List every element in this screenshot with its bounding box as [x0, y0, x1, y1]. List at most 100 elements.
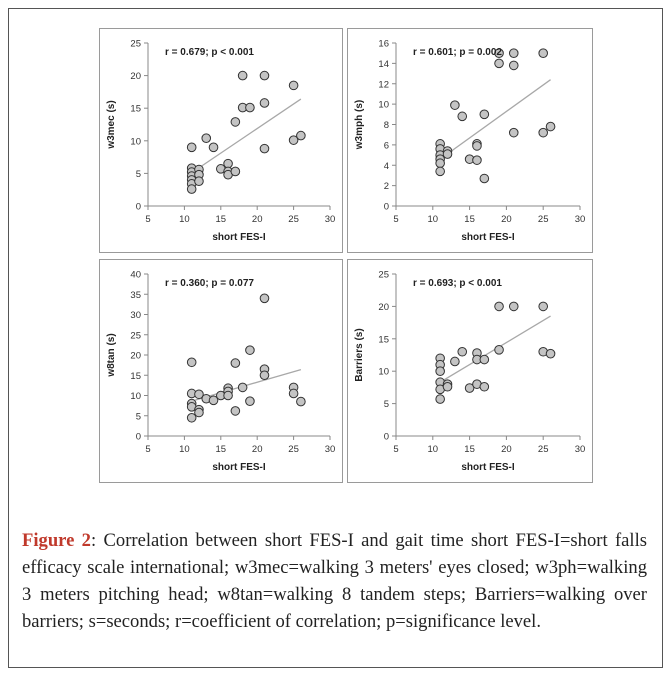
data-point [223, 158, 233, 169]
data-point [186, 412, 197, 423]
x-tick-label: 10 [428, 214, 439, 225]
chart-panel-w3mph: 0 2 4 6 8 10 12 14 16 5 10 15 20 25 30 r = 0.601; p = 0… [347, 28, 593, 253]
data-point [545, 121, 556, 132]
data-point [194, 389, 204, 400]
data-point [288, 388, 299, 399]
data-point [538, 127, 548, 138]
data-point [296, 396, 306, 407]
figure-caption-text: : Correlation between short FES-I and ga… [22, 530, 647, 632]
chart-panel-barriers: 0 5 10 15 20 25 5 10 15 20 25 30 r = 0.693; p < 0.00… [347, 259, 593, 483]
data-point [230, 166, 241, 177]
x-tick-label: 5 [145, 444, 150, 455]
y-tick-label: 15 [378, 334, 389, 345]
x-tick-label: 15 [464, 214, 475, 225]
figure-caption: Figure 2: Correlation between short FES-… [22, 527, 647, 635]
y-tick-label: 20 [378, 302, 389, 313]
y-tick-label: 35 [130, 290, 141, 301]
data-point [201, 133, 212, 143]
data-point [479, 173, 490, 184]
x-axis-label: short FES-I [212, 232, 266, 243]
y-tick-label: 5 [136, 169, 141, 180]
data-point [237, 382, 248, 393]
data-point [538, 48, 548, 58]
data-point [435, 366, 445, 376]
y-tick-label: 5 [384, 399, 389, 410]
y-tick-label: 14 [378, 59, 389, 70]
x-tick-label: 10 [428, 444, 439, 455]
y-tick-label: 10 [130, 391, 141, 402]
y-axis-label: w3mec (s) [106, 100, 117, 149]
data-point [194, 176, 204, 187]
y-tick-label: 30 [130, 310, 141, 321]
y-tick-label: 12 [378, 79, 389, 90]
data-point [494, 301, 504, 312]
y-tick-label: 10 [378, 367, 389, 378]
data-point [464, 383, 475, 393]
data-point [442, 381, 453, 392]
figure-frame: 0 5 10 15 20 25 5 10 15 20 25 30 r = 0.679; p < 0.00… [8, 8, 663, 668]
correlation-annotation: r = 0.360; p = 0.077 [165, 278, 254, 289]
data-point [508, 48, 519, 58]
data-point [237, 70, 248, 81]
data-point [435, 166, 445, 177]
data-point [208, 395, 219, 406]
correlation-annotation: r = 0.679; p < 0.001 [165, 47, 254, 58]
chart-panel-w3mec: 0 5 10 15 20 25 5 10 15 20 25 30 r = 0.679; p < 0.00… [99, 28, 343, 253]
correlation-annotation: r = 0.601; p = 0.002 [413, 47, 502, 58]
x-tick-label: 5 [145, 214, 150, 225]
data-point [230, 117, 241, 127]
x-tick-label: 30 [575, 214, 586, 225]
y-tick-label: 10 [130, 136, 141, 147]
data-point [435, 394, 445, 404]
data-point [508, 60, 519, 71]
y-axis-label: w8tan (s) [106, 333, 117, 377]
data-point [494, 48, 504, 58]
data-point [296, 130, 306, 141]
data-point [288, 80, 299, 91]
data-point [545, 348, 556, 359]
x-tick-label: 25 [538, 444, 549, 455]
y-tick-label: 25 [378, 270, 389, 281]
y-tick-label: 20 [130, 71, 141, 82]
data-point [472, 155, 482, 165]
data-point [245, 102, 255, 113]
data-point [508, 301, 519, 312]
data-point [508, 127, 519, 138]
data-point [288, 135, 299, 145]
y-tick-label: 0 [384, 202, 389, 213]
y-tick-label: 25 [130, 39, 141, 50]
data-point [259, 370, 270, 381]
y-axis-label: Barriers (s) [354, 328, 365, 381]
correlation-annotation: r = 0.693; p < 0.001 [413, 278, 502, 289]
y-tick-label: 8 [384, 120, 389, 131]
y-tick-label: 6 [384, 140, 389, 151]
data-point [479, 109, 490, 120]
y-tick-label: 16 [378, 39, 389, 50]
y-tick-label: 0 [136, 432, 141, 443]
y-tick-label: 2 [384, 181, 389, 192]
x-tick-label: 30 [325, 214, 336, 225]
data-point [259, 293, 270, 304]
data-point [259, 70, 270, 81]
x-tick-label: 10 [179, 214, 190, 225]
x-tick-label: 25 [288, 444, 299, 455]
y-tick-label: 0 [384, 432, 389, 443]
data-point [450, 100, 460, 110]
data-point [208, 142, 219, 153]
data-point [494, 345, 504, 355]
x-tick-label: 15 [464, 444, 475, 455]
x-tick-label: 15 [216, 444, 227, 455]
x-tick-label: 5 [393, 444, 398, 455]
data-point [259, 98, 270, 108]
x-tick-label: 20 [501, 214, 512, 225]
x-tick-label: 20 [252, 214, 263, 225]
data-point [479, 354, 490, 365]
chart-svg: 0 2 4 6 8 10 12 14 16 5 10 15 20 25 30 r = 0.601; p = 0… [354, 39, 586, 244]
x-tick-label: 20 [501, 444, 512, 455]
figure-caption-label: Figure 2 [22, 530, 91, 551]
data-point [259, 143, 270, 154]
data-point [186, 142, 197, 153]
data-point [457, 346, 468, 357]
